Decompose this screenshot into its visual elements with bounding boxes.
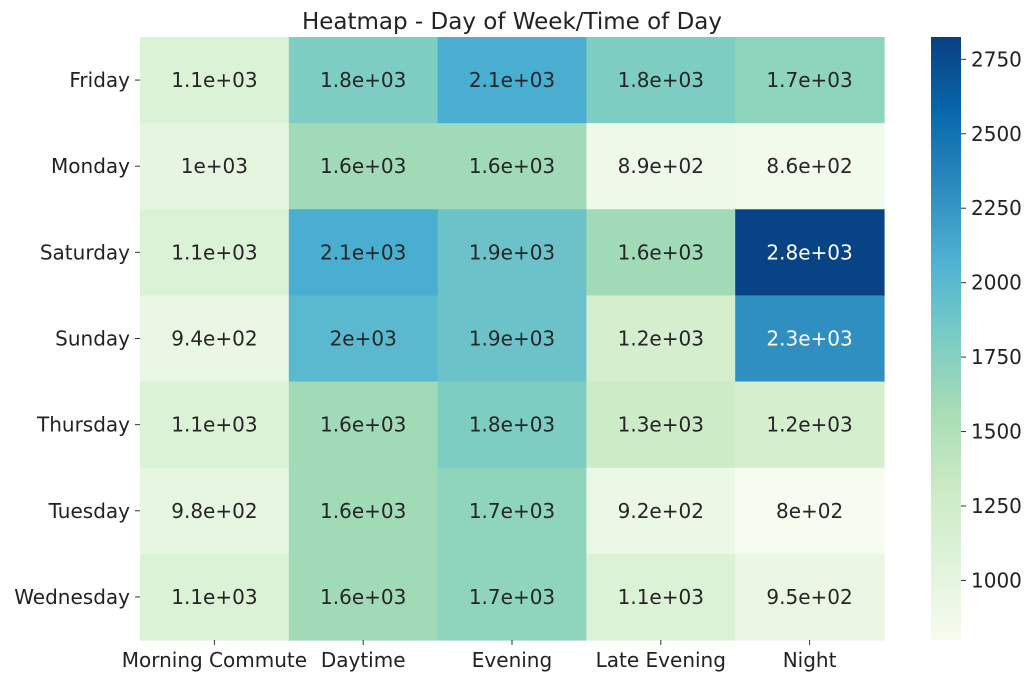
cell-label-2-0: 1.1e+03 [171, 240, 257, 264]
cell-label-3-0: 9.4e+02 [171, 327, 257, 351]
cell-label-1-4: 8.6e+02 [766, 154, 852, 178]
y-tick-label-1: Monday [51, 154, 130, 178]
colorbar-tick-label-3: 1750 [971, 345, 1022, 369]
cell-label-4-0: 1.1e+03 [171, 413, 257, 437]
cell-label-3-2: 1.9e+03 [469, 327, 555, 351]
x-tick-label-2: Evening [472, 648, 552, 672]
y-tick-label-5: Tuesday [48, 499, 131, 523]
heatmap-cell-6-0 [140, 553, 290, 641]
heatmap-cell-5-0 [140, 467, 290, 555]
cell-label-0-3: 1.8e+03 [618, 68, 704, 92]
y-tick-label-3: Sunday [55, 327, 130, 351]
cell-label-1-3: 8.9e+02 [618, 154, 704, 178]
cell-label-6-0: 1.1e+03 [171, 585, 257, 609]
colorbar: 1000 1250 1500 1750 2000 2250 2500 2750 [931, 37, 1022, 640]
colorbar-tick-label-5: 2250 [971, 196, 1022, 220]
cell-label-0-0: 1.1e+03 [171, 68, 257, 92]
heatmap-cell-1-0 [140, 123, 290, 210]
heatmap-cell-4-2 [437, 381, 587, 469]
chart-title: Heatmap - Day of Week/Time of Day [302, 9, 722, 35]
cell-label-3-4: 2.3e+03 [766, 327, 852, 351]
heatmap-cell-1-1 [288, 123, 439, 210]
y-tick-label-6: Wednesday [14, 585, 130, 609]
heatmap-cell-6-1 [288, 553, 439, 641]
x-tick-label-3: Late Evening [596, 648, 726, 672]
colorbar-tick-label-7: 2750 [971, 47, 1022, 71]
heatmap-cell-3-2 [437, 295, 587, 383]
cell-label-0-1: 1.8e+03 [320, 68, 406, 92]
colorbar-tick-label-2: 1500 [971, 420, 1022, 444]
x-tick-label-0: Morning Commute [122, 648, 307, 672]
cell-label-5-3: 9.2e+02 [618, 499, 704, 523]
heatmap-cell-1-4 [735, 123, 885, 210]
colorbar-tick-label-1: 1250 [971, 494, 1022, 518]
heatmap-cell-0-3 [586, 37, 736, 124]
heatmap-cell-3-3 [586, 295, 736, 383]
cell-label-4-1: 1.6e+03 [320, 413, 406, 437]
heatmap-cell-5-2 [437, 467, 587, 555]
heatmap-cell-2-2 [437, 209, 587, 297]
heatmap-cell-0-4 [735, 37, 885, 124]
heatmap-cell-0-1 [288, 37, 439, 124]
heatmap-cell-0-2 [437, 37, 587, 124]
heatmap-cell-2-3 [586, 209, 736, 297]
heatmap-cell-2-4 [735, 209, 885, 297]
cell-label-1-2: 1.6e+03 [469, 154, 555, 178]
cell-label-2-3: 1.6e+03 [618, 240, 704, 264]
x-tick-label-4: Night [783, 648, 837, 672]
cell-label-3-3: 1.2e+03 [618, 327, 704, 351]
cell-label-5-0: 9.8e+02 [171, 499, 257, 523]
cell-label-0-2: 2.1e+03 [469, 68, 555, 92]
cell-label-3-1: 2e+03 [330, 327, 397, 351]
cell-label-5-1: 1.6e+03 [320, 499, 406, 523]
cell-label-6-4: 9.5e+02 [766, 585, 852, 609]
heatmap-cell-5-4 [735, 467, 885, 555]
cell-label-5-4: 8e+02 [776, 499, 843, 523]
cell-label-6-1: 1.6e+03 [320, 585, 406, 609]
heatmap-cell-3-0 [140, 295, 290, 383]
x-axis: Morning Commute Daytime Evening Late Evenin… [122, 640, 837, 672]
heatmap-cell-1-2 [437, 123, 587, 210]
cell-label-2-1: 2.1e+03 [320, 240, 406, 264]
y-tick-label-4: Thursday [36, 413, 130, 437]
colorbar-tick-label-4: 2000 [971, 271, 1022, 295]
cell-label-4-3: 1.3e+03 [618, 413, 704, 437]
cell-label-4-2: 1.8e+03 [469, 413, 555, 437]
heatmap-cell-4-0 [140, 381, 290, 469]
cell-label-2-2: 1.9e+03 [469, 240, 555, 264]
heatmap-cell-0-0 [140, 37, 290, 124]
cell-label-6-2: 1.7e+03 [469, 585, 555, 609]
heatmap-cells [140, 37, 885, 641]
heatmap-cell-4-3 [586, 381, 736, 469]
heatmap-cell-5-1 [288, 467, 439, 555]
y-tick-label-2: Saturday [40, 240, 130, 264]
heatmap-cell-6-4 [735, 553, 885, 641]
y-axis: Friday Monday Saturday Sunday Thursday Tuesda… [14, 68, 140, 609]
cell-label-2-4: 2.8e+03 [766, 240, 852, 264]
heatmap-cell-5-3 [586, 467, 736, 555]
cell-label-1-1: 1.6e+03 [320, 154, 406, 178]
cell-label-4-4: 1.2e+03 [766, 413, 852, 437]
heatmap-cell-2-0 [140, 209, 290, 297]
x-tick-label-1: Daytime [321, 648, 406, 672]
heatmap-cell-1-3 [586, 123, 736, 210]
cell-label-6-3: 1.1e+03 [618, 585, 704, 609]
heatmap-cell-2-1 [288, 209, 439, 297]
heatmap-cell-3-4 [735, 295, 885, 383]
cell-annotations: 1.1e+03 1.8e+03 2.1e+03 1.8e+03 1.7e+03 1e+03… [171, 68, 853, 609]
colorbar-tick-label-0: 1000 [971, 568, 1022, 592]
heatmap-cell-3-1 [288, 295, 439, 383]
colorbar-tick-label-6: 2500 [971, 122, 1022, 146]
cell-label-1-0: 1e+03 [181, 154, 248, 178]
cell-label-5-2: 1.7e+03 [469, 499, 555, 523]
heatmap-cell-4-4 [735, 381, 885, 469]
heatmap-cell-6-2 [437, 553, 587, 641]
cell-label-0-4: 1.7e+03 [766, 68, 852, 92]
colorbar-gradient [931, 37, 961, 640]
y-tick-label-0: Friday [69, 68, 130, 92]
heatmap-cell-4-1 [288, 381, 439, 469]
heatmap-cell-6-3 [586, 553, 736, 641]
